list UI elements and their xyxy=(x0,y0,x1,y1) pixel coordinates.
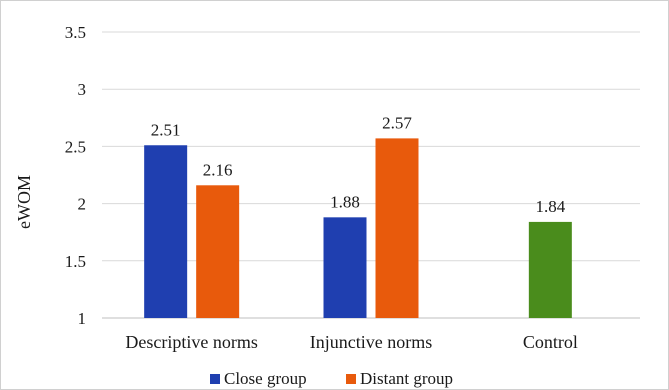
y-tick-label: 3 xyxy=(78,80,87,99)
data-label: 1.84 xyxy=(535,197,565,216)
data-labels: 2.51 2.16 1.88 2.57 1.84 xyxy=(151,113,566,216)
bar xyxy=(144,145,188,318)
y-tick-label: 1.5 xyxy=(65,252,86,271)
y-tick-label: 1 xyxy=(78,309,87,328)
data-label: 2.16 xyxy=(203,160,233,179)
legend-label: Close group xyxy=(224,369,307,388)
y-axis-ticks: 1 1.5 2 2.5 3 3.5 xyxy=(65,23,86,328)
data-label: 2.51 xyxy=(151,120,181,139)
x-category-label: Control xyxy=(523,332,578,352)
bar xyxy=(196,185,240,318)
y-tick-label: 3.5 xyxy=(65,23,86,42)
y-axis-label: eWOM xyxy=(14,175,34,229)
y-tick-label: 2.5 xyxy=(65,137,86,156)
bar xyxy=(375,138,419,318)
data-label: 2.57 xyxy=(382,113,412,132)
legend: Close group Distant group xyxy=(210,369,453,388)
y-tick-label: 2 xyxy=(78,195,87,214)
bar xyxy=(528,221,572,318)
bar xyxy=(323,217,367,318)
x-category-label: Injunctive norms xyxy=(310,332,432,352)
legend-swatch xyxy=(210,374,220,384)
data-label: 1.88 xyxy=(330,192,360,211)
legend-swatch xyxy=(346,374,356,384)
legend-label: Distant group xyxy=(360,369,453,388)
x-category-label: Descriptive norms xyxy=(125,332,257,352)
x-axis-categories: Descriptive norms Injunctive norms Control xyxy=(125,332,577,352)
bars xyxy=(144,138,572,318)
